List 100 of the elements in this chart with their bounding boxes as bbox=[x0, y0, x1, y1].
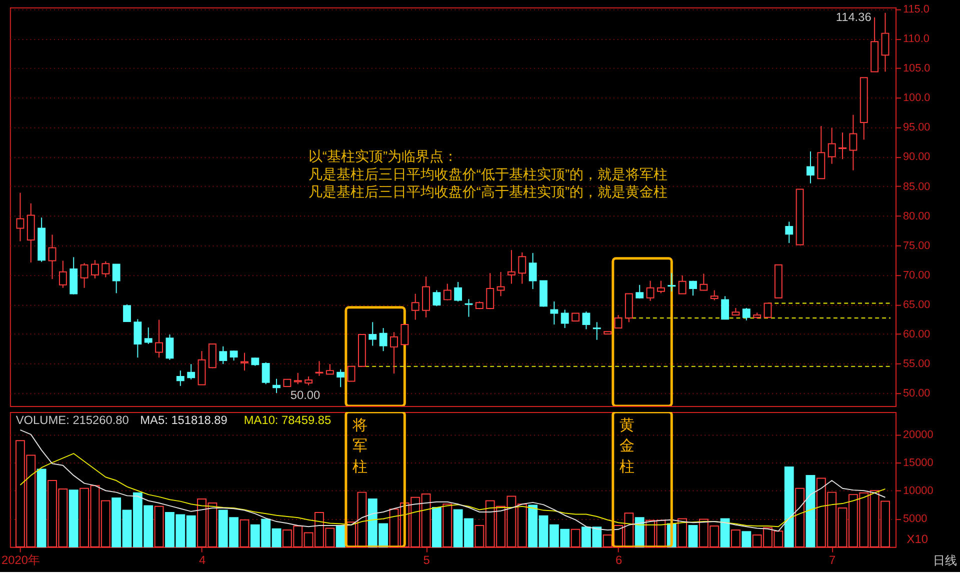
annotation: 黄金柱 bbox=[619, 416, 634, 476]
candlestick bbox=[262, 362, 270, 385]
bar bbox=[442, 504, 452, 548]
y-tick-label: 55.00 bbox=[902, 358, 930, 370]
candlestick bbox=[219, 346, 228, 365]
y-tick-label: 85.00 bbox=[902, 180, 930, 193]
candlestick bbox=[400, 324, 409, 346]
bar bbox=[688, 524, 698, 548]
candlestick bbox=[486, 272, 494, 310]
candlestick bbox=[507, 250, 516, 284]
candlestick bbox=[134, 318, 142, 358]
candlestick bbox=[550, 300, 558, 325]
candlestick bbox=[336, 368, 345, 388]
candlestick bbox=[272, 378, 280, 394]
candlestick bbox=[657, 280, 665, 294]
candlestick bbox=[294, 372, 302, 385]
y-axis-title: X10 bbox=[906, 532, 928, 546]
candlestick bbox=[411, 293, 420, 320]
candlestick bbox=[208, 343, 216, 369]
x-tick-label: 7 bbox=[829, 553, 836, 568]
y-tick-label: 80.00 bbox=[902, 210, 930, 222]
candlestick bbox=[58, 260, 67, 288]
candlestick bbox=[326, 364, 334, 375]
candlestick bbox=[849, 114, 858, 171]
candlestick bbox=[700, 273, 708, 291]
candlestick bbox=[102, 260, 110, 278]
candlestick bbox=[560, 309, 569, 329]
candlestick bbox=[464, 298, 473, 318]
candlestick bbox=[646, 280, 654, 302]
bar bbox=[240, 519, 250, 548]
candlestick bbox=[368, 322, 377, 346]
candlestick bbox=[315, 360, 324, 376]
candlestick bbox=[112, 264, 120, 294]
bar bbox=[432, 506, 442, 548]
y-tick-label: 65.00 bbox=[902, 298, 930, 311]
y-tick-label: 110.0 bbox=[902, 33, 930, 46]
candlestick bbox=[390, 332, 398, 374]
candlestick bbox=[347, 366, 356, 382]
candlestick bbox=[710, 290, 718, 301]
candlestick bbox=[80, 262, 88, 288]
bar bbox=[154, 506, 164, 548]
candlestick bbox=[528, 252, 537, 290]
y-tick-label: 10000 bbox=[902, 485, 934, 498]
annotation: 将军柱 bbox=[351, 416, 368, 476]
y-tick-label: 50.00 bbox=[902, 387, 930, 400]
candlestick bbox=[742, 307, 750, 321]
annotation: 114.36 bbox=[836, 10, 872, 24]
candlestick bbox=[582, 311, 590, 330]
y-tick-label: 20000 bbox=[902, 428, 934, 441]
candlestick bbox=[721, 296, 730, 320]
x-tick-label: 6 bbox=[615, 553, 622, 568]
text: MA5: 151818.89 bbox=[140, 412, 228, 427]
x-tick-label: 4 bbox=[198, 553, 206, 568]
candlestick bbox=[187, 364, 196, 380]
y-tick-label: 115.0 bbox=[902, 4, 930, 16]
candlestick bbox=[881, 12, 890, 72]
candlestick bbox=[91, 260, 99, 279]
candlestick bbox=[422, 276, 430, 318]
candlestick bbox=[518, 252, 526, 284]
candlestick bbox=[123, 304, 131, 322]
candlestick bbox=[838, 132, 846, 160]
candlestick bbox=[454, 281, 462, 302]
bar bbox=[742, 531, 752, 548]
annotation: 凡是基柱后三日平均收盘价“低于基柱实顶”的，就是将军柱 bbox=[308, 166, 668, 182]
line-series bbox=[20, 453, 886, 528]
candlestick bbox=[176, 370, 184, 386]
y-tick-label: 70.00 bbox=[902, 269, 930, 282]
candlestick bbox=[785, 221, 794, 244]
bar bbox=[720, 518, 730, 548]
candlestick bbox=[592, 322, 601, 340]
bar bbox=[36, 468, 46, 548]
y-tick-label: 90.00 bbox=[902, 151, 930, 164]
bar bbox=[784, 466, 794, 548]
bar bbox=[795, 488, 805, 548]
x-tick-label: 2020年 bbox=[1, 553, 40, 568]
y-tick-label: 100.0 bbox=[902, 92, 930, 104]
candlestick bbox=[806, 150, 814, 184]
bar bbox=[570, 528, 580, 548]
bar bbox=[678, 518, 688, 548]
annotation: 凡是基柱后三日平均收盘价“高于基柱实顶”的，就是黄金柱 bbox=[308, 184, 668, 200]
candlestick bbox=[496, 271, 505, 297]
candlestick bbox=[144, 326, 152, 344]
candlestick bbox=[48, 234, 56, 280]
candlestick bbox=[636, 284, 644, 299]
candlestick bbox=[614, 314, 622, 329]
text: 日线 bbox=[933, 554, 958, 568]
y-tick-label: 95.00 bbox=[902, 122, 930, 134]
bar bbox=[731, 529, 740, 548]
bar bbox=[68, 490, 78, 548]
candlestick bbox=[764, 302, 772, 318]
annotation: 50.00 bbox=[290, 388, 321, 402]
candlestick bbox=[155, 319, 164, 358]
y-tick-label: 5000 bbox=[902, 513, 928, 526]
y-tick-label: 75.00 bbox=[902, 240, 930, 252]
bar bbox=[806, 474, 816, 548]
candlestick bbox=[689, 280, 697, 296]
candlestick bbox=[828, 127, 836, 164]
y-tick-label: 105.0 bbox=[902, 62, 930, 75]
chart-title: VOLUME: 215260.80 bbox=[16, 412, 130, 427]
candlestick bbox=[240, 352, 248, 372]
